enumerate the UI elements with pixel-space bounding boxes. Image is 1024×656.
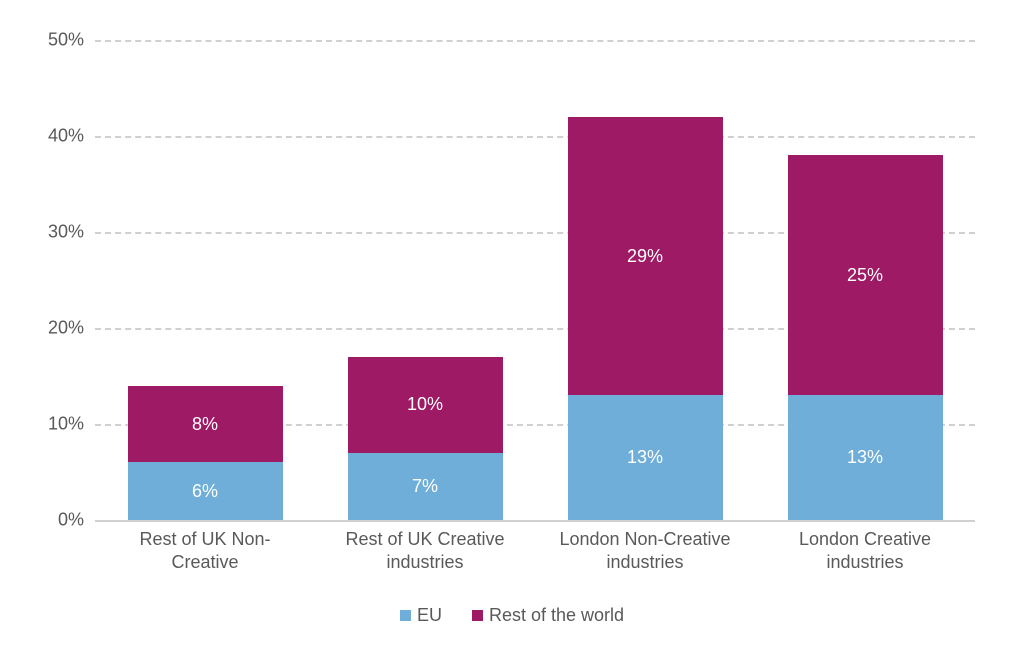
bar-value-label: 10%: [407, 394, 443, 415]
bar-value-label: 6%: [192, 481, 218, 502]
stacked-bar-chart: 0%10%20%30%40%50% 6%8%7%10%13%29%13%25% …: [0, 0, 1024, 656]
legend-label-row: Rest of the world: [489, 605, 624, 626]
bar-segment: 29%: [568, 117, 723, 395]
legend-swatch-row: [472, 610, 483, 621]
legend-item-row: Rest of the world: [472, 605, 624, 626]
legend-label-eu: EU: [417, 605, 442, 626]
legend-swatch-eu: [400, 610, 411, 621]
bar-segment: 13%: [788, 395, 943, 520]
bar-value-label: 7%: [412, 476, 438, 497]
stacked-bar: 7% 10%: [348, 357, 503, 520]
bar-column: 13% 29%: [568, 40, 723, 520]
x-tick-label: London Creative industries: [760, 528, 970, 573]
y-tick-label: 20%: [14, 318, 84, 339]
y-tick-label: 30%: [14, 222, 84, 243]
y-tick-label: 40%: [14, 126, 84, 147]
bar-column: 6% 8%: [128, 40, 283, 520]
x-tick-label: London Non-Creative industries: [540, 528, 750, 573]
legend-item-eu: EU: [400, 605, 442, 626]
y-tick-label: 50%: [14, 30, 84, 51]
x-tick-label: Rest of UK Non- Creative: [100, 528, 310, 573]
x-tick-label: Rest of UK Creative industries: [320, 528, 530, 573]
plot-area: 6% 8% 7% 10% 13% 29% 13% 25%: [95, 40, 975, 520]
bar-value-label: 29%: [627, 246, 663, 267]
legend: EU Rest of the world: [0, 605, 1024, 626]
stacked-bar: 13% 25%: [788, 155, 943, 520]
bar-segment: 13%: [568, 395, 723, 520]
bar-value-label: 13%: [627, 447, 663, 468]
bar-value-label: 13%: [847, 447, 883, 468]
bar-segment: 25%: [788, 155, 943, 395]
bar-segment: 8%: [128, 386, 283, 463]
bar-segment: 7%: [348, 453, 503, 520]
bar-value-label: 8%: [192, 414, 218, 435]
stacked-bar: 6% 8%: [128, 386, 283, 520]
y-tick-label: 10%: [14, 414, 84, 435]
bar-segment: 6%: [128, 462, 283, 520]
y-tick-label: 0%: [14, 510, 84, 531]
bar-value-label: 25%: [847, 265, 883, 286]
bar-column: 7% 10%: [348, 40, 503, 520]
bar-segment: 10%: [348, 357, 503, 453]
bars-container: 6% 8% 7% 10% 13% 29% 13% 25%: [95, 40, 975, 520]
x-axis-labels: Rest of UK Non- CreativeRest of UK Creat…: [95, 528, 975, 573]
x-axis-line: [95, 520, 975, 522]
bar-column: 13% 25%: [788, 40, 943, 520]
stacked-bar: 13% 29%: [568, 117, 723, 520]
